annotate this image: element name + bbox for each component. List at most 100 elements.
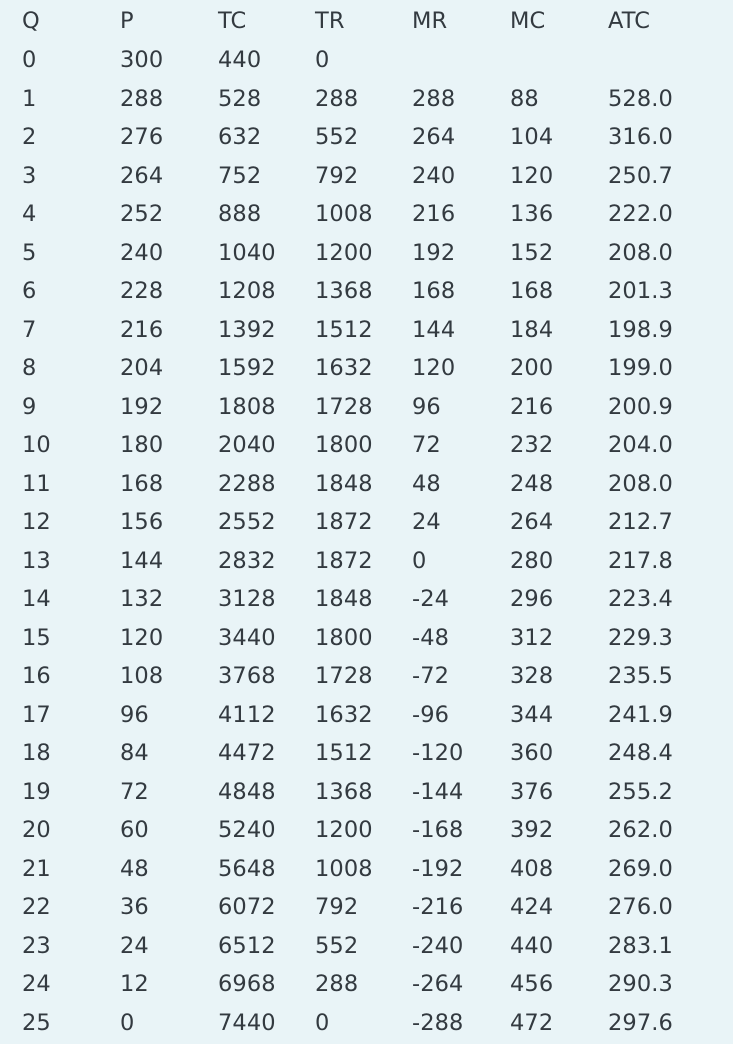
cell-atc: 200.9 bbox=[608, 393, 673, 420]
cell-tc: 2552 bbox=[218, 509, 276, 535]
cell-mc: 360 bbox=[510, 740, 554, 766]
header-mc: MC bbox=[510, 8, 546, 34]
cell-mr: 24 bbox=[412, 509, 441, 535]
cell-tc: 5240 bbox=[218, 817, 276, 843]
cell-mr: 192 bbox=[412, 239, 456, 266]
cell-tr: 0 bbox=[315, 1009, 330, 1036]
cell-p: 240 bbox=[120, 239, 164, 266]
cell-q: 18 bbox=[22, 740, 51, 766]
table-row: 19 72 4848 1368 -144 376 255.2 bbox=[0, 772, 733, 811]
table-row: 13 144 2832 1872 0 280 217.8 bbox=[0, 541, 733, 580]
table-body: 0 300 440 0 1 288 528 288 288 88 528.0 2 276 632 552 26… bbox=[0, 40, 733, 1041]
cell-tc: 2040 bbox=[218, 432, 276, 458]
cell-mr: -288 bbox=[412, 1009, 464, 1036]
cell-p: 144 bbox=[120, 547, 164, 574]
cell-atc: 269.0 bbox=[608, 855, 673, 882]
cell-q: 15 bbox=[22, 624, 51, 651]
cell-p: 216 bbox=[120, 316, 164, 343]
cell-tr: 552 bbox=[315, 932, 359, 959]
cell-q: 16 bbox=[22, 663, 51, 689]
cell-mc: 248 bbox=[510, 470, 554, 497]
cell-q: 22 bbox=[22, 894, 51, 920]
table-row: 14 132 3128 1848 -24 296 223.4 bbox=[0, 579, 733, 618]
cell-p: 72 bbox=[120, 778, 149, 805]
cell-atc: 262.0 bbox=[608, 817, 673, 843]
cell-atc: 235.5 bbox=[608, 663, 673, 689]
cell-tr: 1368 bbox=[315, 778, 373, 805]
cell-mc: 456 bbox=[510, 971, 554, 997]
header-mr: MR bbox=[412, 8, 448, 34]
table-row: 9 192 1808 1728 96 216 200.9 bbox=[0, 387, 733, 426]
table-row: 21 48 5648 1008 -192 408 269.0 bbox=[0, 849, 733, 888]
cell-atc: 217.8 bbox=[608, 547, 673, 574]
cell-q: 9 bbox=[22, 393, 37, 420]
table-header-row: Q P TC TR MR MC ATC bbox=[0, 0, 733, 40]
cell-p: 168 bbox=[120, 470, 164, 497]
table-row: 24 12 6968 288 -264 456 290.3 bbox=[0, 964, 733, 1003]
cell-tc: 2288 bbox=[218, 470, 276, 497]
cell-mc: 408 bbox=[510, 855, 554, 882]
cell-p: 60 bbox=[120, 817, 149, 843]
cell-q: 5 bbox=[22, 239, 37, 266]
cell-tr: 1008 bbox=[315, 855, 373, 882]
cell-mr: 72 bbox=[412, 432, 441, 458]
cell-tr: 1848 bbox=[315, 470, 373, 497]
cell-tc: 1208 bbox=[218, 278, 276, 304]
cell-q: 2 bbox=[22, 124, 37, 150]
table-row: 5 240 1040 1200 192 152 208.0 bbox=[0, 233, 733, 272]
cell-mr: 168 bbox=[412, 278, 456, 304]
cell-mc: 296 bbox=[510, 586, 554, 612]
table-row: 15 120 3440 1800 -48 312 229.3 bbox=[0, 618, 733, 657]
cell-tr: 1800 bbox=[315, 432, 373, 458]
cell-atc: 241.9 bbox=[608, 701, 673, 728]
header-p: P bbox=[120, 8, 134, 34]
cell-mc: 312 bbox=[510, 624, 554, 651]
cell-tc: 3768 bbox=[218, 663, 276, 689]
table-row: 8 204 1592 1632 120 200 199.0 bbox=[0, 348, 733, 387]
cell-tc: 528 bbox=[218, 85, 262, 112]
cell-mc: 184 bbox=[510, 316, 554, 343]
cell-p: 180 bbox=[120, 432, 164, 458]
cell-p: 132 bbox=[120, 586, 164, 612]
cell-tc: 752 bbox=[218, 162, 262, 189]
cell-mr: -192 bbox=[412, 855, 464, 882]
cell-tc: 1592 bbox=[218, 355, 276, 381]
cell-p: 96 bbox=[120, 701, 149, 728]
cell-mc: 136 bbox=[510, 201, 554, 227]
cell-mc: 472 bbox=[510, 1009, 554, 1036]
cell-p: 48 bbox=[120, 855, 149, 882]
cell-p: 252 bbox=[120, 201, 164, 227]
cell-mc: 152 bbox=[510, 239, 554, 266]
cell-mc: 376 bbox=[510, 778, 554, 805]
cell-mc: 424 bbox=[510, 894, 554, 920]
cell-atc: 248.4 bbox=[608, 740, 673, 766]
cell-tc: 6968 bbox=[218, 971, 276, 997]
cell-atc: 229.3 bbox=[608, 624, 673, 651]
cell-q: 17 bbox=[22, 701, 51, 728]
cell-tr: 792 bbox=[315, 894, 359, 920]
cell-atc: 283.1 bbox=[608, 932, 673, 959]
cell-atc: 201.3 bbox=[608, 278, 673, 304]
cell-q: 14 bbox=[22, 586, 51, 612]
cell-tc: 6072 bbox=[218, 894, 276, 920]
cell-p: 228 bbox=[120, 278, 164, 304]
cell-p: 156 bbox=[120, 509, 164, 535]
cell-mc: 344 bbox=[510, 701, 554, 728]
cell-mr: -264 bbox=[412, 971, 464, 997]
cell-p: 36 bbox=[120, 894, 149, 920]
table-row: 1 288 528 288 288 88 528.0 bbox=[0, 79, 733, 118]
cell-mc: 328 bbox=[510, 663, 554, 689]
cell-mr: -168 bbox=[412, 817, 464, 843]
cell-tc: 1808 bbox=[218, 393, 276, 420]
cell-q: 12 bbox=[22, 509, 51, 535]
cell-p: 24 bbox=[120, 932, 149, 959]
cell-q: 6 bbox=[22, 278, 37, 304]
cell-mr: -72 bbox=[412, 663, 450, 689]
cell-mr: -120 bbox=[412, 740, 464, 766]
table-row: 16 108 3768 1728 -72 328 235.5 bbox=[0, 656, 733, 695]
cell-mc: 264 bbox=[510, 509, 554, 535]
cell-tr: 1872 bbox=[315, 509, 373, 535]
table-row: 3 264 752 792 240 120 250.7 bbox=[0, 156, 733, 195]
cell-tr: 1368 bbox=[315, 278, 373, 304]
cell-atc: 255.2 bbox=[608, 778, 673, 805]
